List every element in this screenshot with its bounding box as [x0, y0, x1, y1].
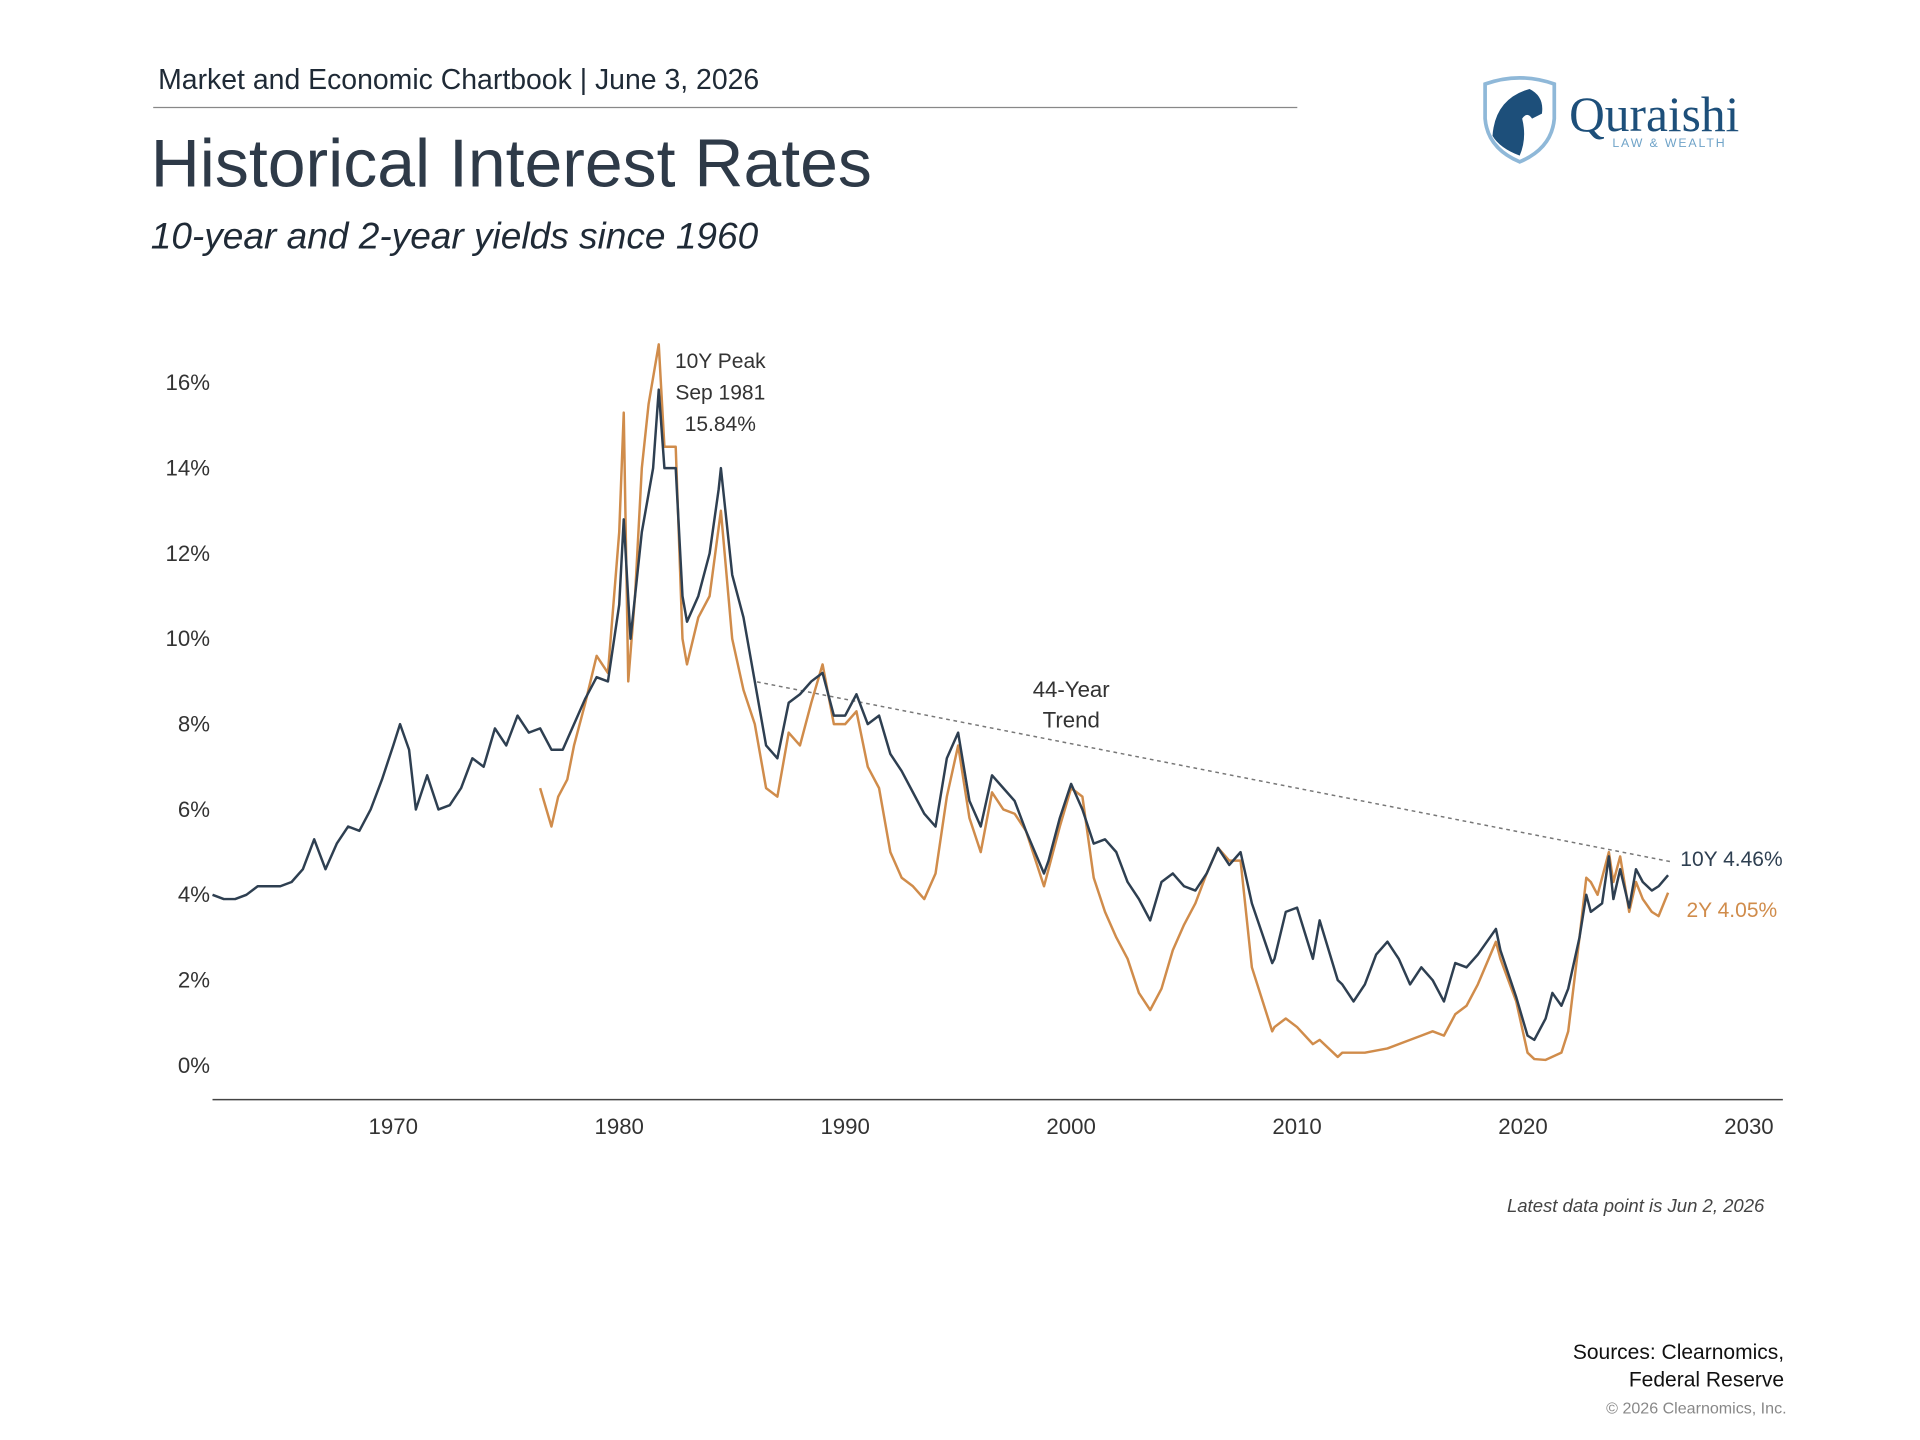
chart-subtitle: 10-year and 2-year yields since 1960 [151, 214, 759, 256]
x-tick-label: 1980 [594, 1114, 643, 1139]
y-tick-label: 10% [166, 626, 210, 651]
end-label: 2Y 4.05% [1686, 899, 1777, 922]
series-line [538, 343, 1670, 1062]
note: Latest data point is Jun 2, 2026 [1507, 1195, 1765, 1216]
trend-line [756, 681, 1671, 863]
y-tick-label: 0% [178, 1053, 210, 1078]
trend-label: 44-Year [1033, 677, 1111, 702]
y-tick-label: 16% [166, 370, 210, 395]
logo-name: Quraishi [1569, 87, 1739, 142]
series-line [212, 388, 1670, 1042]
copyright: © 2026 Clearnomics, Inc. [1606, 1399, 1786, 1417]
source: Sources: Clearnomics, [1573, 1341, 1784, 1364]
peak-annotation: 10Y Peak [675, 350, 766, 373]
chart-title: Historical Interest Rates [151, 126, 872, 202]
logo-shield [1483, 76, 1557, 164]
y-tick-label: 12% [166, 541, 210, 566]
x-tick-label: 2030 [1724, 1114, 1773, 1139]
y-tick-label: 8% [178, 712, 210, 737]
x-tick-label: 2020 [1498, 1114, 1547, 1139]
logo-horse [1492, 88, 1543, 156]
chartbook-header: Market and Economic Chartbook | June 3, … [158, 64, 759, 96]
peak-annotation: Sep 1981 [675, 382, 765, 405]
logo-tagline: LAW & WEALTH [1612, 136, 1726, 150]
peak-annotation: 15.84% [685, 413, 756, 436]
x-tick-label: 1990 [820, 1114, 869, 1139]
x-tick-label: 2000 [1046, 1114, 1095, 1139]
trend-label: Trend [1043, 708, 1100, 733]
end-label: 10Y 4.46% [1680, 848, 1782, 871]
source: Federal Reserve [1629, 1368, 1784, 1391]
y-tick-label: 14% [166, 456, 210, 481]
logo: Quraishi LAW & WEALTH [1483, 76, 1739, 164]
y-tick-label: 6% [178, 797, 210, 822]
y-tick-label: 2% [178, 968, 210, 993]
x-tick-label: 1970 [369, 1114, 418, 1139]
x-tick-label: 2010 [1272, 1114, 1321, 1139]
y-tick-label: 4% [178, 882, 210, 907]
